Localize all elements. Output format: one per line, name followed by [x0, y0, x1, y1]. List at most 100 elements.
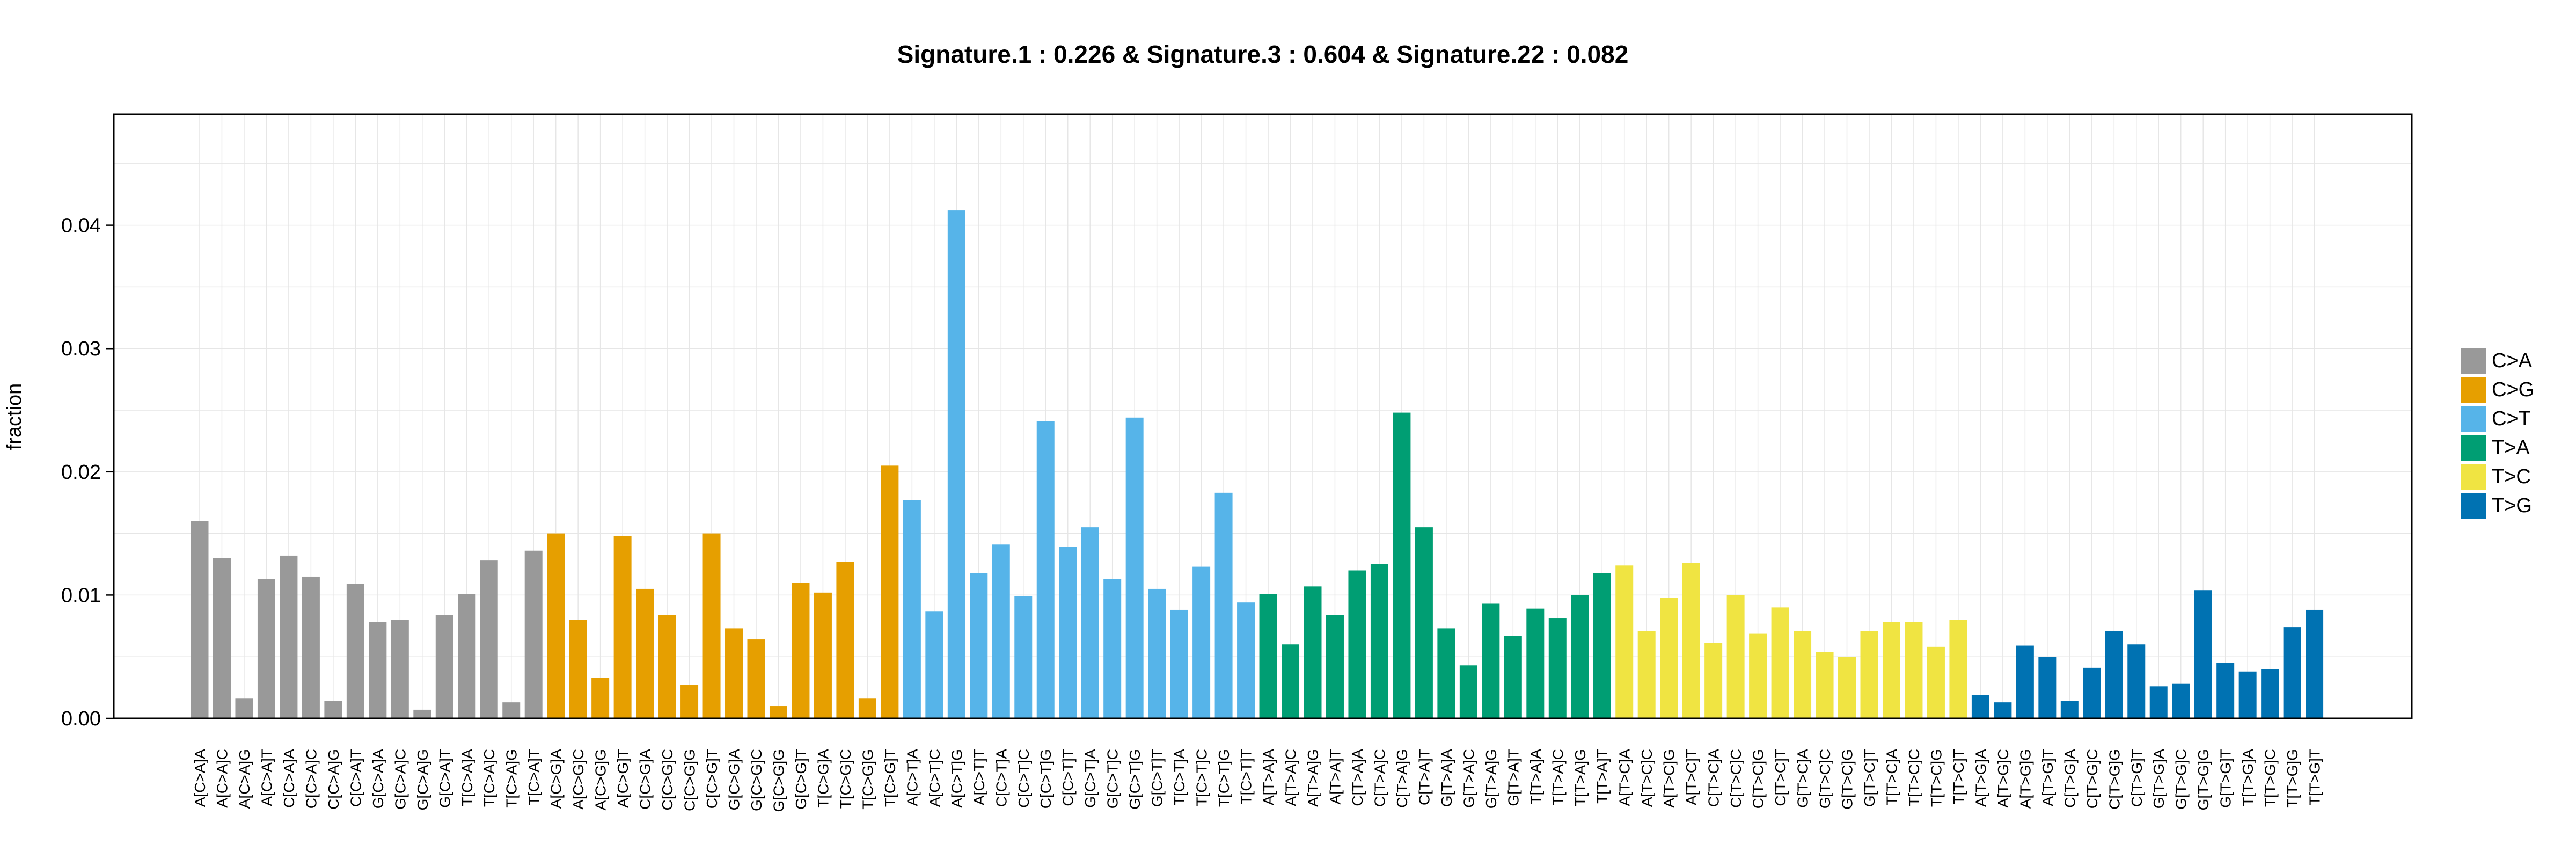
bar — [1771, 607, 1789, 718]
x-tick-label: G[T>C]C — [1817, 749, 1833, 809]
x-tick-label: A[C>T]G — [948, 749, 965, 808]
bars — [191, 210, 2324, 719]
x-tick-label: A[C>T]C — [926, 749, 943, 807]
x-tick-label: C[T>A]G — [1394, 749, 1410, 808]
x-tick-label: C[C>T]T — [1060, 749, 1077, 806]
bar — [1326, 615, 1344, 718]
x-tick-label: G[T>G]T — [2218, 749, 2234, 808]
bar — [2105, 630, 2123, 718]
x-tick-label: T[T>A]A — [1527, 749, 1544, 805]
y-axis-label: fraction — [3, 383, 26, 450]
legend-label: T>A — [2492, 436, 2530, 459]
chart-title: Signature.1 : 0.226 & Signature.3 : 0.60… — [897, 40, 1629, 68]
bar — [658, 615, 676, 718]
bar — [2306, 609, 2324, 718]
bar — [1882, 622, 1900, 718]
x-tick-label: G[C>G]A — [726, 749, 743, 811]
legend-item: C>A — [2461, 346, 2534, 375]
bar — [435, 615, 453, 718]
bar — [1237, 602, 1255, 718]
x-tick-label: C[T>G]C — [2084, 749, 2101, 809]
bar — [2283, 627, 2301, 718]
bar — [324, 701, 342, 718]
legend-swatch — [2461, 406, 2486, 432]
x-tick-label: T[T>C]C — [1906, 749, 1922, 806]
x-tick-label: T[C>T]A — [1171, 749, 1188, 805]
bar — [1148, 588, 1166, 718]
x-tick-label: G[T>A]A — [1438, 749, 1455, 807]
bar — [702, 533, 721, 718]
bar — [1482, 603, 1500, 718]
legend-label: T>C — [2492, 465, 2531, 488]
bar — [1949, 620, 1967, 718]
bar — [2083, 667, 2101, 718]
x-tick-label: A[C>A]C — [214, 749, 230, 808]
bar — [2216, 663, 2235, 718]
x-tick-label: C[T>A]T — [1416, 749, 1432, 805]
x-tick-label: C[C>A]T — [347, 749, 364, 807]
legend-label: C>T — [2492, 407, 2531, 430]
x-tick-label: G[C>T]T — [1149, 749, 1166, 807]
plot-area-frame — [113, 113, 2413, 719]
bar — [2149, 686, 2168, 718]
x-tick-label: G[C>G]C — [748, 749, 765, 811]
x-tick-label: C[C>T]A — [993, 749, 1009, 807]
bar — [1816, 652, 1834, 718]
x-tick-label: G[T>A]T — [1505, 749, 1521, 806]
bar — [2172, 683, 2190, 718]
x-tick-label: C[T>C]T — [1772, 749, 1789, 806]
bar — [1526, 608, 1545, 718]
bar — [947, 210, 965, 719]
bar — [1794, 630, 1812, 718]
x-tick-label: G[C>T]A — [1082, 749, 1099, 808]
x-tick-label: G[T>G]G — [2195, 749, 2212, 810]
bar — [903, 500, 921, 718]
bar — [235, 698, 253, 718]
bar — [2194, 590, 2212, 718]
x-tick-label: A[T>A]G — [1305, 749, 1321, 807]
x-tick-label: G[T>A]G — [1483, 749, 1499, 809]
bar — [1192, 566, 1211, 718]
legend-item: C>G — [2461, 375, 2534, 404]
bar — [1214, 492, 1233, 718]
x-tick-label: G[T>C]T — [1861, 749, 1878, 807]
bar — [1081, 527, 1099, 718]
x-tick-label: G[T>C]G — [1839, 749, 1856, 810]
bar — [1348, 570, 1366, 718]
x-tick-label: A[T>G]G — [2017, 749, 2033, 809]
x-tick-label: C[C>T]G — [1037, 749, 1054, 809]
bar — [2261, 669, 2279, 718]
x-tick-label: C[T>A]C — [1371, 749, 1388, 807]
x-tick-label: T[T>G]C — [2262, 749, 2279, 807]
y-tick-label: 0.04 — [61, 215, 101, 237]
y-axis: 0.00 0.01 0.02 0.03 0.04 — [61, 215, 114, 730]
legend: C>A C>G C>T T>A T>C T>G — [2461, 346, 2534, 520]
x-tick-label: C[T>C]G — [1750, 749, 1767, 809]
x-tick-label: T[T>C]A — [1883, 749, 1900, 805]
x-tick-label: A[T>A]A — [1260, 749, 1277, 805]
bar — [1704, 643, 1723, 718]
x-tick-label: A[C>A]G — [236, 749, 253, 809]
x-tick-label: C[C>G]A — [637, 749, 654, 810]
bar — [2016, 645, 2034, 718]
bar — [191, 521, 209, 718]
bar — [1370, 564, 1388, 718]
legend-item: T>G — [2461, 491, 2534, 520]
x-tick-label: T[C>A]C — [481, 749, 497, 807]
bar — [1304, 586, 1322, 718]
bar — [725, 628, 743, 718]
bar — [1059, 547, 1077, 718]
bar — [1125, 417, 1144, 718]
x-tick-label: A[T>C]A — [1616, 749, 1633, 806]
x-tick-label: A[C>G]T — [614, 749, 631, 808]
x-tick-label: A[T>A]T — [1327, 749, 1343, 804]
legend-swatch — [2461, 464, 2486, 490]
bar — [1593, 573, 1611, 718]
x-tick-label: T[T>G]G — [2284, 749, 2301, 808]
x-tick-label: C[C>A]G — [325, 749, 342, 810]
x-tick-label: A[C>G]G — [592, 749, 609, 810]
y-tick-label: 0.02 — [61, 461, 101, 484]
bar — [1282, 644, 1300, 718]
x-tick-label: A[T>C]G — [1661, 749, 1678, 808]
